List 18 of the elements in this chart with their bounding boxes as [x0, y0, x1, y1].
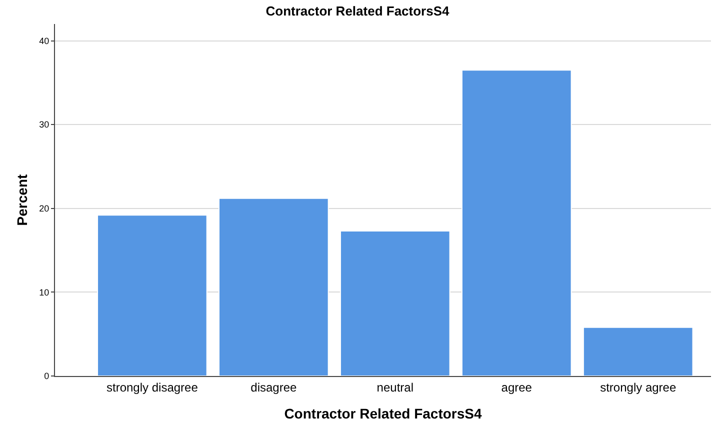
x-tick-label: disagree	[250, 380, 298, 394]
y-tick-label: 0	[44, 371, 50, 382]
y-tick-label: 20	[39, 204, 50, 214]
bar	[461, 70, 572, 376]
y-tick-label: 40	[39, 36, 50, 46]
bar	[582, 326, 694, 376]
bar	[97, 214, 208, 376]
x-tick-label: strongly disagree	[106, 380, 198, 394]
y-tick-label: 10	[39, 287, 50, 298]
x-tick-label: neutral	[376, 380, 414, 394]
bar	[218, 198, 329, 376]
x-tick-label: agree	[501, 380, 532, 394]
x-tick-label: strongly agree	[600, 380, 676, 394]
y-axis-title: Percent	[14, 174, 30, 226]
chart-title: Contractor Related FactorsS4	[266, 3, 450, 18]
y-tick-label: 30	[39, 120, 50, 130]
x-axis-title: Contractor Related FactorsS4	[284, 406, 482, 422]
bar	[340, 230, 450, 376]
